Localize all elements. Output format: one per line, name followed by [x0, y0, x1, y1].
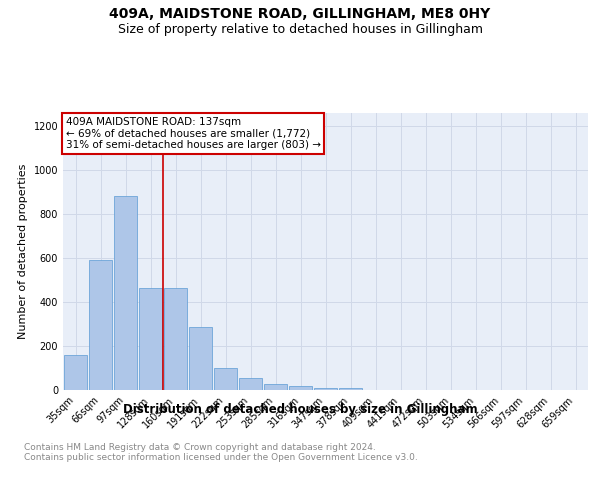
Bar — [263, 384, 287, 390]
Text: 409A MAIDSTONE ROAD: 137sqm
← 69% of detached houses are smaller (1,772)
31% of : 409A MAIDSTONE ROAD: 137sqm ← 69% of det… — [65, 116, 320, 150]
Text: Size of property relative to detached houses in Gillingham: Size of property relative to detached ho… — [118, 22, 482, 36]
Text: 409A, MAIDSTONE ROAD, GILLINGHAM, ME8 0HY: 409A, MAIDSTONE ROAD, GILLINGHAM, ME8 0H… — [109, 8, 491, 22]
Bar — [338, 388, 362, 390]
Bar — [64, 356, 88, 390]
Bar — [113, 196, 137, 390]
Bar — [214, 368, 238, 390]
Text: Distribution of detached houses by size in Gillingham: Distribution of detached houses by size … — [122, 402, 478, 415]
Bar — [314, 388, 337, 390]
Bar — [289, 386, 313, 390]
Bar — [239, 378, 262, 390]
Bar — [89, 260, 112, 390]
Bar — [164, 288, 187, 390]
Text: Contains HM Land Registry data © Crown copyright and database right 2024.
Contai: Contains HM Land Registry data © Crown c… — [24, 442, 418, 462]
Bar — [139, 288, 163, 390]
Y-axis label: Number of detached properties: Number of detached properties — [18, 164, 28, 339]
Bar — [188, 327, 212, 390]
